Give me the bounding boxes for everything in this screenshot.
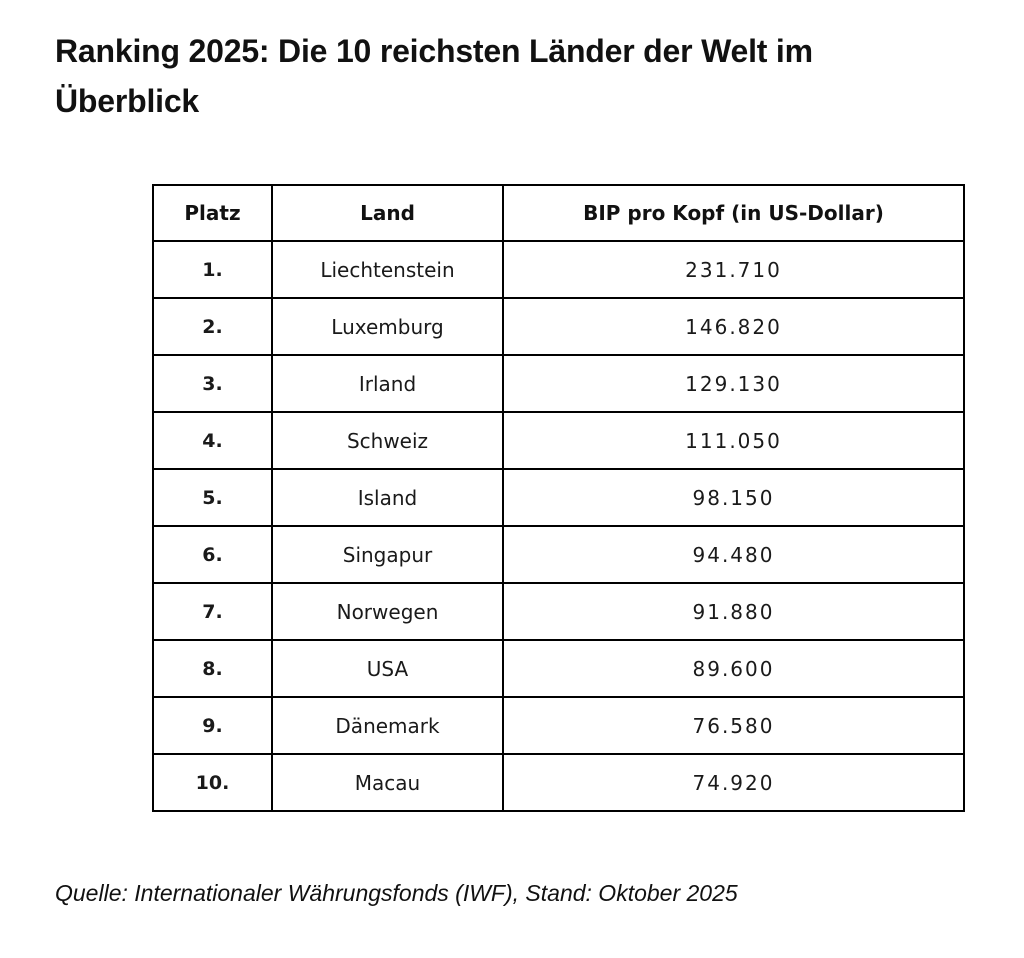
country-cell: Norwegen: [271, 582, 504, 641]
country-cell: Schweiz: [271, 411, 504, 470]
table-row: 5. Island 98.150: [152, 468, 965, 527]
table-row: 9. Dänemark 76.580: [152, 696, 965, 755]
page-title: Ranking 2025: Die 10 reichsten Länder de…: [55, 33, 813, 119]
article-page: Ranking 2025: Die 10 reichsten Länder de…: [55, 33, 965, 906]
column-header-platz: Platz: [152, 184, 273, 242]
gdp-value-cell: 129.130: [502, 354, 965, 413]
rank-cell: 3.: [152, 354, 273, 413]
gdp-value-cell: 94.480: [502, 525, 965, 584]
country-cell: Luxemburg: [271, 297, 504, 356]
rank-cell: 2.: [152, 297, 273, 356]
table-header-row: Platz Land BIP pro Kopf (in US-Dollar): [152, 184, 965, 242]
rank-cell: 10.: [152, 753, 273, 812]
column-header-bip-pro-kopf: BIP pro Kopf (in US-Dollar): [502, 184, 965, 242]
table-row: 10. Macau 74.920: [152, 753, 965, 812]
source-note: Quelle: Internationaler Währungsfonds (I…: [55, 880, 738, 906]
country-cell: Singapur: [271, 525, 504, 584]
rank-cell: 7.: [152, 582, 273, 641]
table-row: 8. USA 89.600: [152, 639, 965, 698]
table-row: 2. Luxemburg 146.820: [152, 297, 965, 356]
rank-cell: 4.: [152, 411, 273, 470]
rank-cell: 9.: [152, 696, 273, 755]
gdp-value-cell: 76.580: [502, 696, 965, 755]
country-cell: USA: [271, 639, 504, 698]
rank-cell: 6.: [152, 525, 273, 584]
gdp-value-cell: 231.710: [502, 240, 965, 299]
gdp-value-cell: 89.600: [502, 639, 965, 698]
gdp-value-cell: 111.050: [502, 411, 965, 470]
country-cell: Island: [271, 468, 504, 527]
gdp-value-cell: 98.150: [502, 468, 965, 527]
rank-cell: 1.: [152, 240, 273, 299]
table-row: 3. Irland 129.130: [152, 354, 965, 413]
gdp-value-cell: 74.920: [502, 753, 965, 812]
column-header-land: Land: [271, 184, 504, 242]
country-cell: Macau: [271, 753, 504, 812]
table-row: 1. Liechtenstein 231.710: [152, 240, 965, 299]
table-row: 4. Schweiz 111.050: [152, 411, 965, 470]
table-body: 1. Liechtenstein 231.710 2. Luxemburg 146.820…: [152, 240, 965, 812]
table-row: 7. Norwegen 91.880: [152, 582, 965, 641]
gdp-value-cell: 91.880: [502, 582, 965, 641]
table-row: 6. Singapur 94.480: [152, 525, 965, 584]
ranking-table: Platz Land BIP pro Kopf (in US-Dollar) 1…: [152, 184, 965, 812]
country-cell: Irland: [271, 354, 504, 413]
rank-cell: 8.: [152, 639, 273, 698]
rank-cell: 5.: [152, 468, 273, 527]
country-cell: Liechtenstein: [271, 240, 504, 299]
country-cell: Dänemark: [271, 696, 504, 755]
gdp-value-cell: 146.820: [502, 297, 965, 356]
